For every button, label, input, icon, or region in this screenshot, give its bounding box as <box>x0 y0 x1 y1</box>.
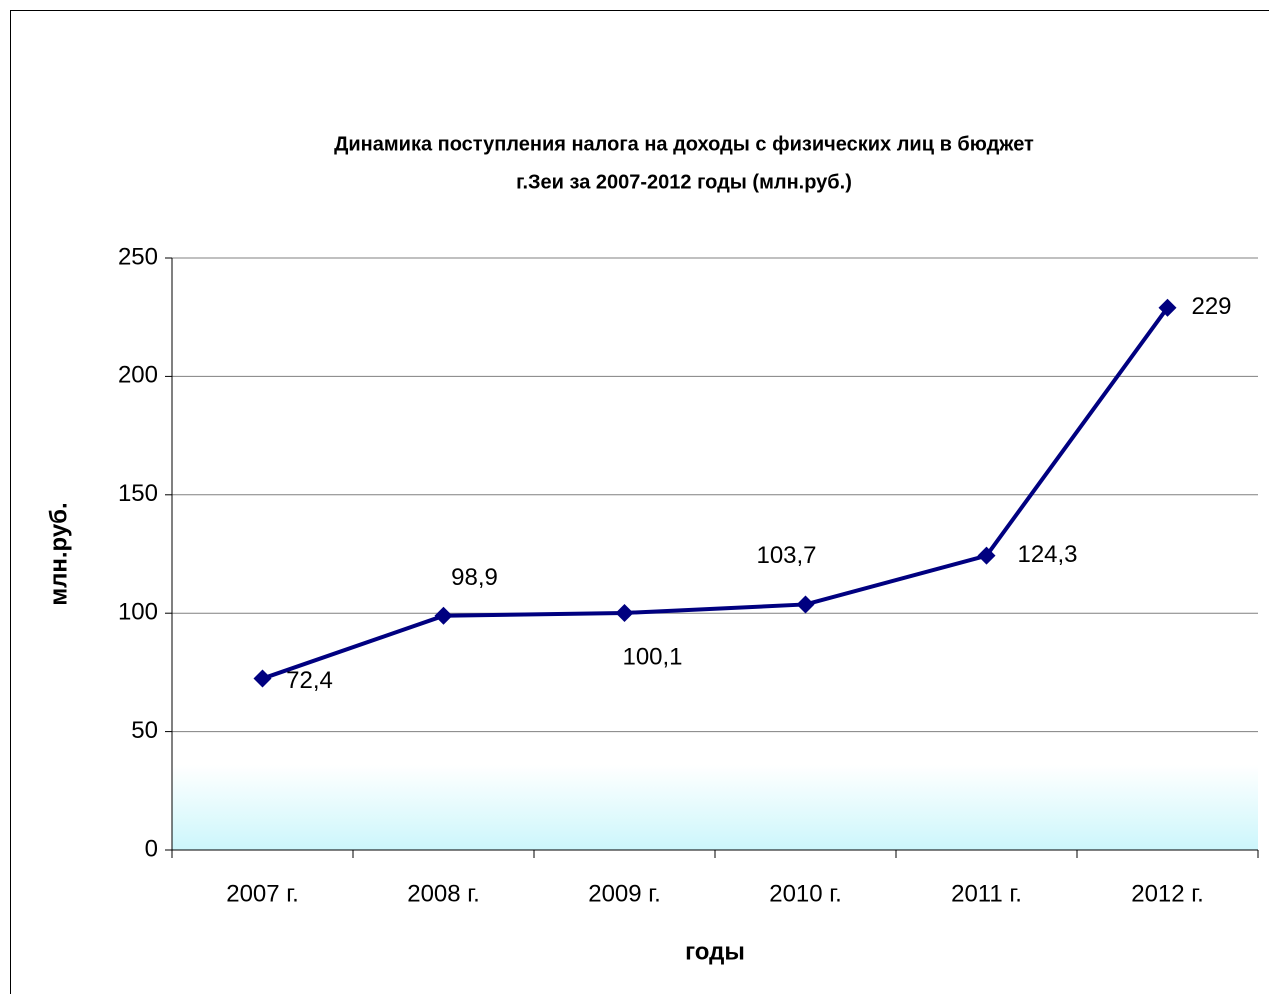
x-tick-label: 2012 г. <box>1131 880 1204 907</box>
data-point <box>1158 298 1177 317</box>
data-label: 103,7 <box>756 542 816 569</box>
y-tick-label: 50 <box>131 717 158 744</box>
x-axis-label: годы <box>685 938 745 965</box>
series-line <box>261 306 1170 681</box>
chart-frame <box>10 10 1269 994</box>
data-point <box>977 546 996 565</box>
x-tick-label: 2008 г. <box>407 880 480 907</box>
data-label: 98,9 <box>451 564 498 591</box>
y-tick-label: 150 <box>118 480 158 507</box>
data-point <box>615 603 634 622</box>
data-label: 229 <box>1191 293 1231 320</box>
plot-area <box>172 258 1258 850</box>
y-tick-label: 200 <box>118 362 158 389</box>
y-tick-label: 0 <box>145 835 158 862</box>
y-tick-label: 250 <box>118 243 158 270</box>
x-tick-label: 2010 г. <box>769 880 842 907</box>
data-label: 100,1 <box>622 643 682 670</box>
plot-gradient <box>172 765 1258 850</box>
data-label: 124,3 <box>1017 541 1077 568</box>
chart-title: г.Зеи за 2007-2012 годы (млн.руб.) <box>516 171 852 193</box>
data-point <box>796 595 815 614</box>
data-point <box>434 606 453 625</box>
x-tick-label: 2011 г. <box>951 880 1022 907</box>
x-tick-label: 2007 г. <box>226 880 299 907</box>
x-tick-label: 2009 г. <box>588 880 661 907</box>
chart-title: Динамика поступления налога на доходы с … <box>334 133 1034 155</box>
y-tick-label: 100 <box>118 599 158 626</box>
data-label: 72,4 <box>286 667 333 694</box>
data-point <box>253 669 272 688</box>
y-axis-label: млн.руб. <box>45 502 72 605</box>
